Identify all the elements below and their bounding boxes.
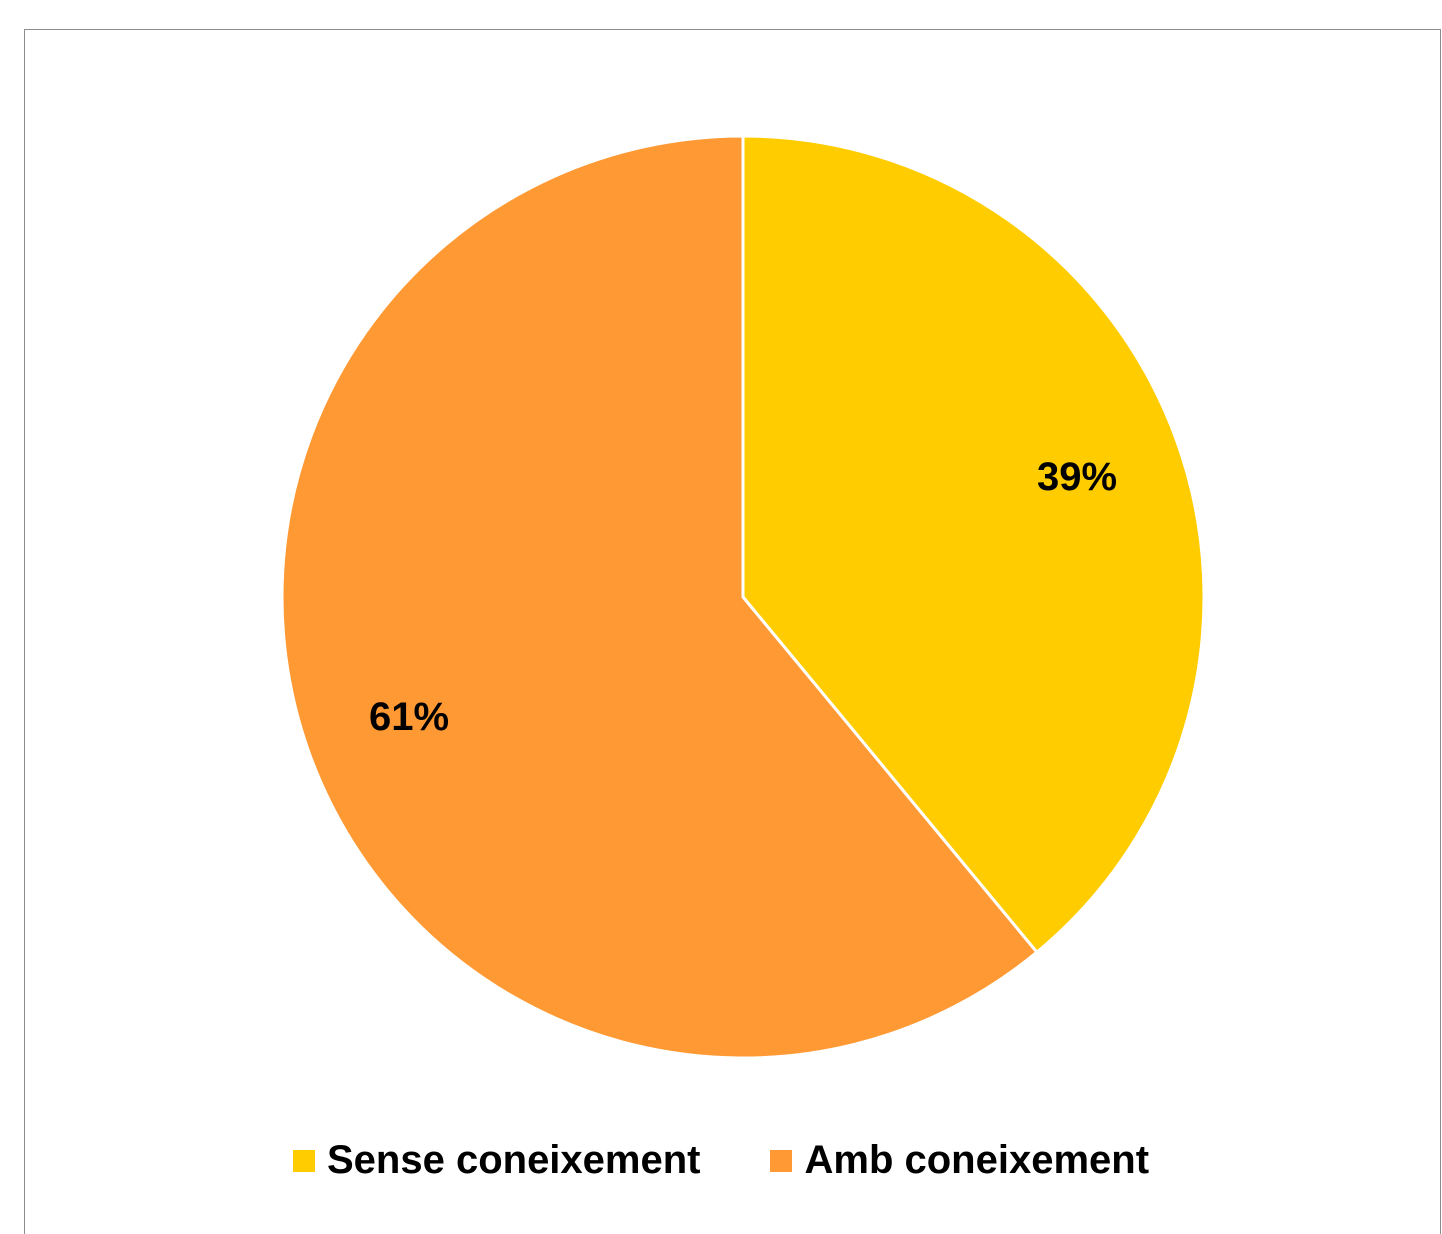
- chart-frame: [24, 29, 1441, 1234]
- data-label-amb-coneixement: 61%: [369, 695, 449, 739]
- legend-label-amb-coneixement: Amb coneixement: [804, 1138, 1150, 1182]
- legend-swatch-sense-coneixement: [292, 1149, 315, 1172]
- legend: Sense coneixement Amb coneixement: [0, 1138, 1442, 1183]
- legend-label-sense-coneixement: Sense coneixement: [326, 1138, 701, 1182]
- pie-slice-sense-coneixement: [741, 134, 1206, 954]
- pie-slice-amb-coneixement: [280, 134, 1039, 1060]
- legend-item-sense-coneixement: Sense coneixement: [292, 1138, 701, 1183]
- data-label-sense-coneixement: 39%: [1037, 455, 1117, 499]
- legend-item-amb-coneixement: Amb coneixement: [770, 1138, 1149, 1183]
- legend-swatch-amb-coneixement: [770, 1149, 793, 1172]
